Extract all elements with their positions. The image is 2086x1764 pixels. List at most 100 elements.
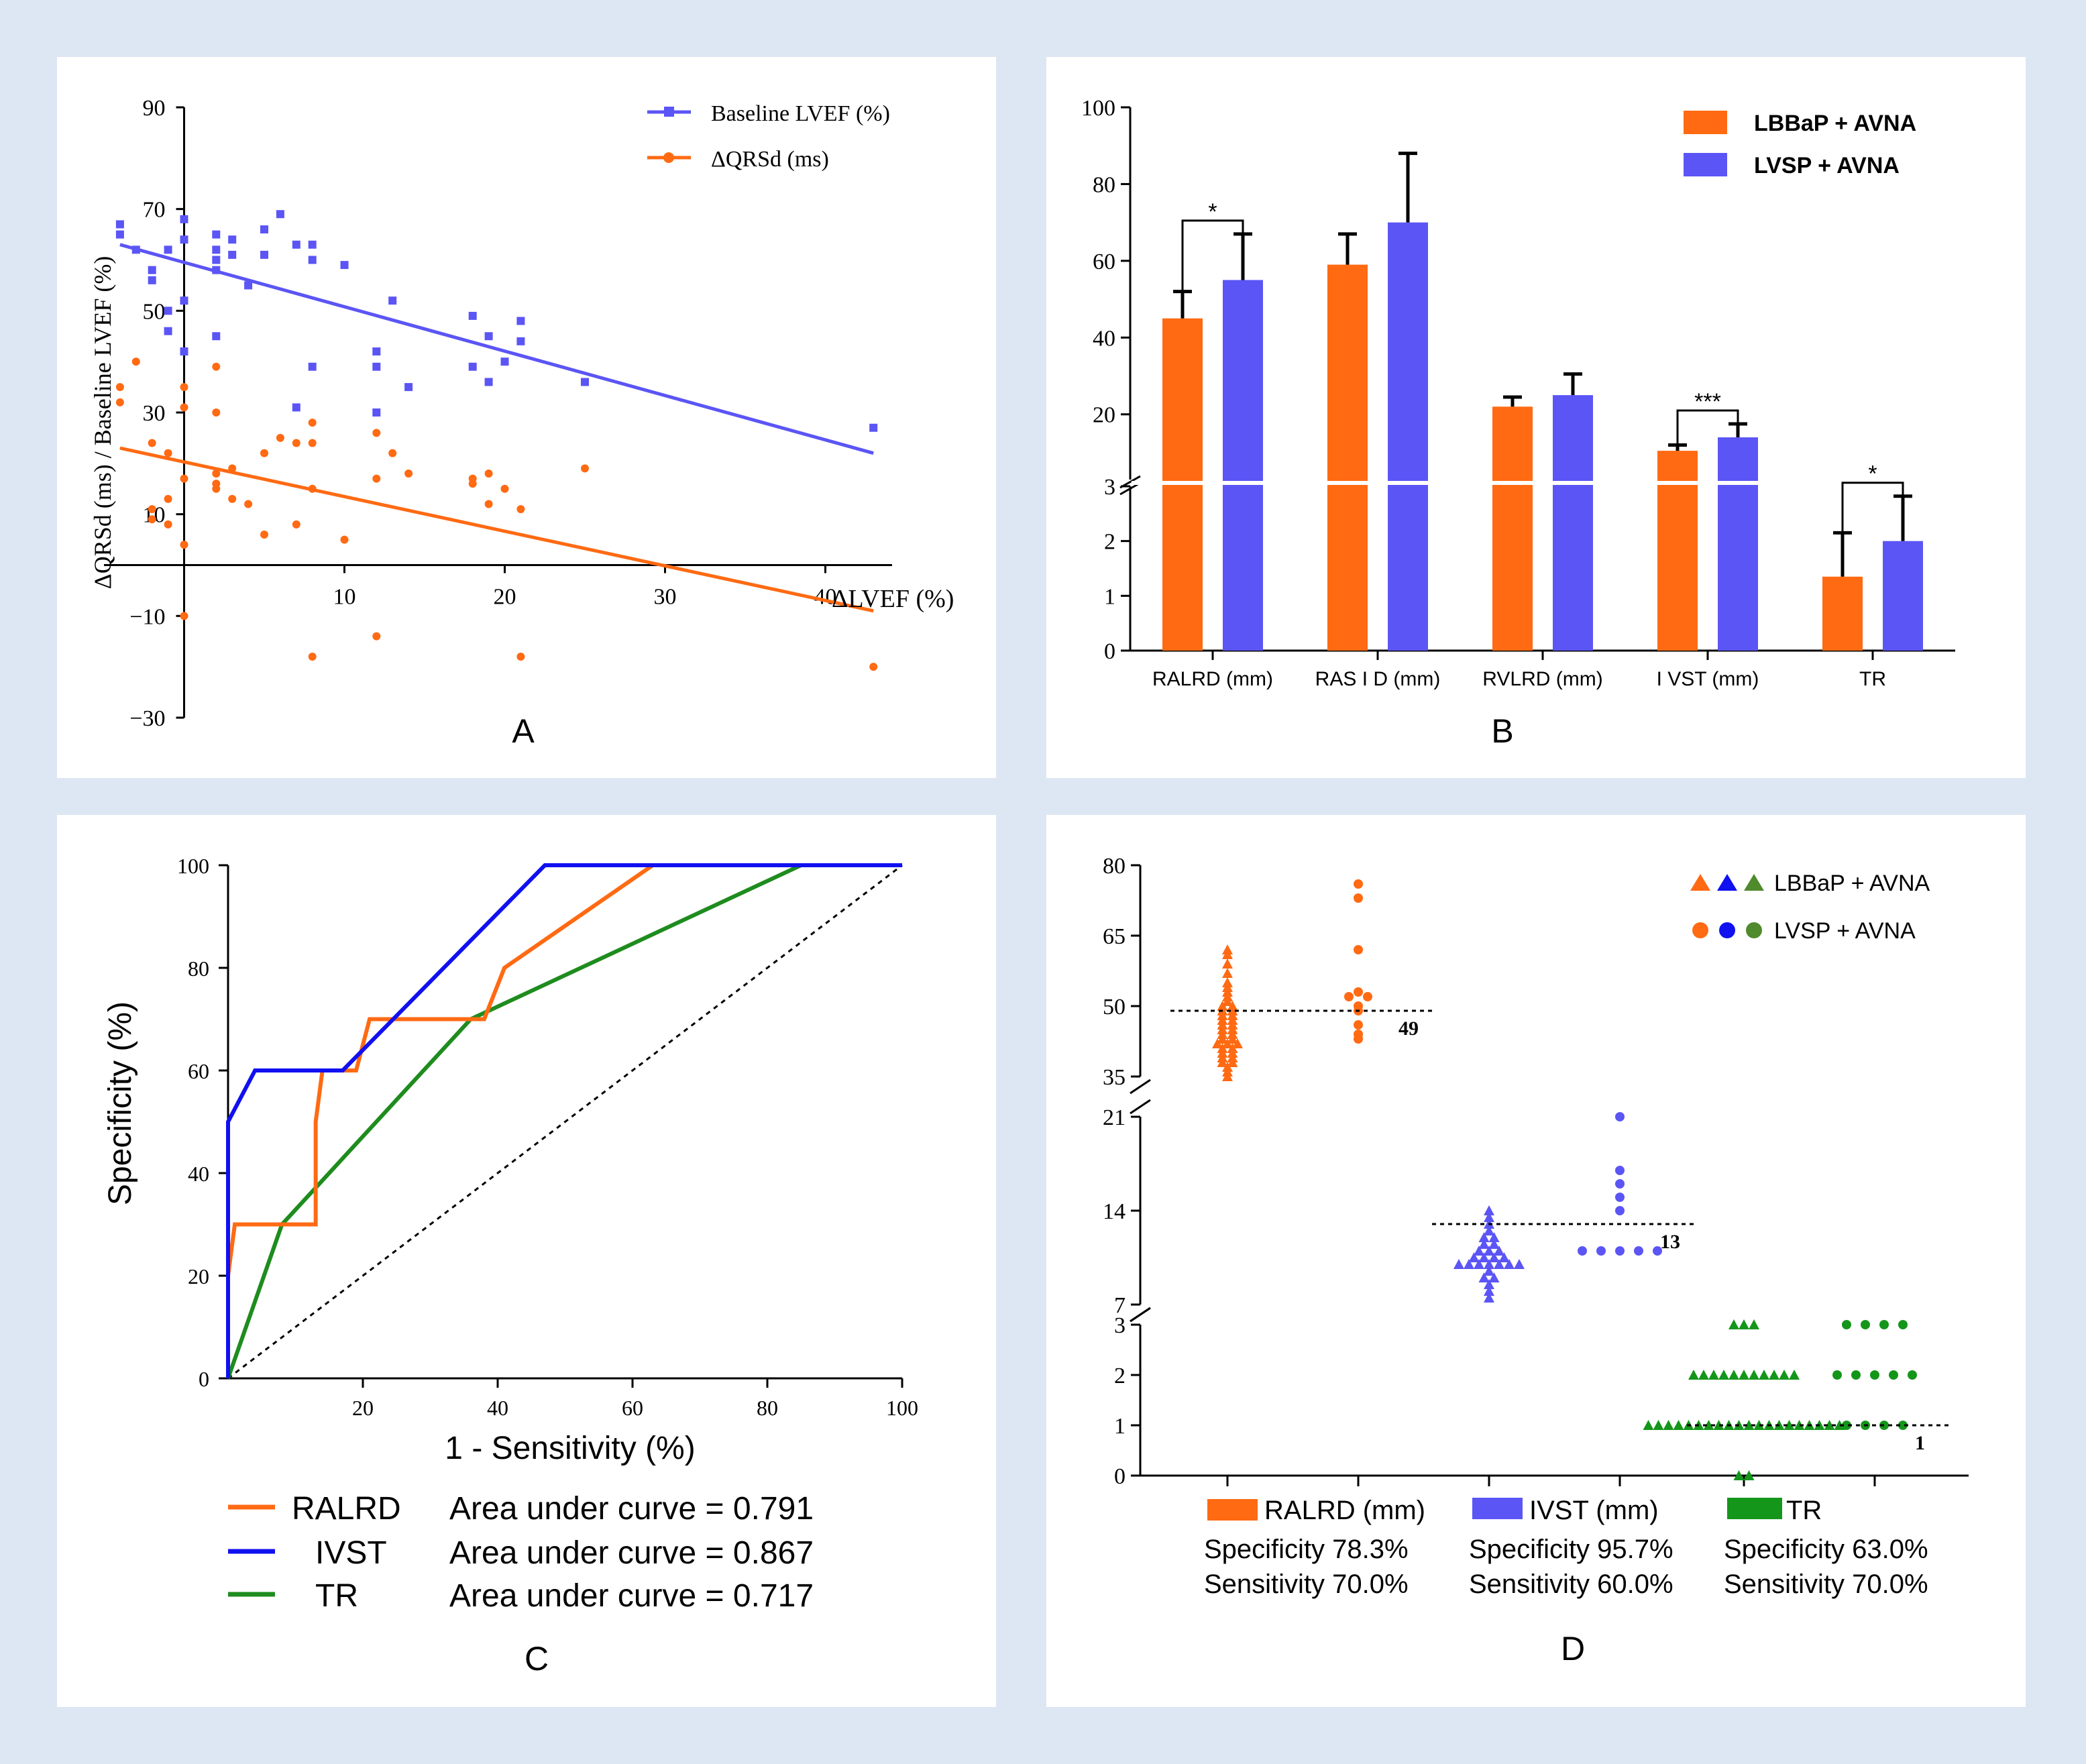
chart-d-ytick-label: 35 (1103, 1065, 1126, 1090)
chart-b-bar (1718, 437, 1758, 651)
chart-d-point-lbbap (1227, 1034, 1238, 1044)
chart-a-point-qrsd (869, 663, 878, 671)
chart-a-point-lvef (260, 250, 268, 259)
chart-c-ytick-label: 100 (177, 854, 209, 878)
chart-a-point-qrsd (180, 612, 188, 620)
panel-label-c: C (525, 1640, 549, 1677)
chart-d-point-lbbap (1673, 1420, 1684, 1430)
chart-a-point-lvef (468, 311, 477, 320)
chart-d-point-lbbap (1453, 1259, 1464, 1269)
chart-d-point-lvsp (1851, 1370, 1861, 1380)
chart-a-point-qrsd (308, 419, 317, 427)
chart-d-point-lbbap (1739, 1370, 1749, 1380)
chart-d-point-lvsp (1842, 1421, 1851, 1430)
chart-a-xtick-label: 10 (333, 585, 356, 610)
chart-a-point-qrsd (180, 474, 188, 483)
chart-d-point-lbbap (1217, 1057, 1228, 1067)
stats-d-spec-2: Specificity 95.7% (1469, 1535, 1673, 1564)
chart-c-xtick-label: 40 (487, 1396, 508, 1420)
panel-a: 90 70 50 30 10 −10 −30 10 20 30 40 Baseline LVEF (… (57, 57, 996, 778)
chart-a-point-lvef (484, 378, 493, 386)
chart-d-point-lbbap (1484, 1246, 1494, 1256)
chart-d-point-lbbap (1227, 1057, 1238, 1067)
chart-a-point-qrsd (292, 520, 300, 529)
chart-a-point-lvef (148, 266, 156, 274)
chart-d-point-lbbap (1728, 1319, 1739, 1329)
chart-c-ytick-label: 80 (188, 956, 209, 981)
chart-c-xlabel: 1 - Sensitivity (%) (445, 1431, 695, 1466)
chart-a-point-lvef (869, 423, 878, 432)
chart-b-ytick-label: 2 (1104, 530, 1115, 555)
chart-c-ytick-label: 0 (199, 1367, 209, 1391)
chart-a-point-qrsd (372, 632, 381, 641)
chart-d-point-lbbap (1484, 1266, 1494, 1276)
chart-b-xtick-label: TR (1859, 668, 1886, 690)
chart-d-cutoff-label: 13 (1660, 1231, 1680, 1253)
legend-d-item-1: LBBaP + AVNA (1774, 871, 1930, 896)
chart-b-ytick-label: 20 (1093, 403, 1115, 428)
chart-b-significance-label: * (1208, 199, 1217, 225)
chart-a-point-qrsd (516, 653, 525, 661)
chart-a-point-qrsd (500, 484, 509, 493)
chart-a-point-qrsd (180, 541, 188, 549)
chart-a-point-lvef (164, 327, 172, 335)
legend-d-item-2: LVSP + AVNA (1774, 918, 1916, 944)
chart-a-point-lvef (115, 230, 124, 239)
chart-b-bar (1327, 264, 1368, 651)
chart-d-point-lbbap (1488, 1239, 1500, 1249)
chart-a-point-lvef (292, 403, 300, 412)
chart-a-point-qrsd (340, 535, 349, 544)
chart-d-point-lbbap (1749, 1370, 1759, 1380)
chart-d-ytick-label: 21 (1103, 1105, 1126, 1130)
legend-b-item-2: LVSP + AVNA (1754, 153, 1900, 178)
chart-b-bar (1223, 280, 1263, 651)
chart-a-point-lvef (404, 383, 413, 392)
chart-a-point-lvef (581, 378, 589, 386)
chart-b-bar (1492, 406, 1533, 651)
legend-d: LBBaP + AVNA LVSP + AVNA (1690, 871, 1930, 944)
stats-d-sens-1: Sensitivity 70.0% (1204, 1569, 1409, 1599)
chart-d-point-lbbap (1743, 1470, 1755, 1480)
chart-d-point-lvsp (1842, 1320, 1851, 1329)
chart-d-point-lbbap (1794, 1420, 1805, 1430)
chart-c-reference-line (227, 864, 903, 1380)
chart-d-point-lbbap (1468, 1252, 1480, 1262)
legend-c-auc-3: Area under curve = 0.717 (449, 1578, 814, 1614)
chart-a-ytick-label: 50 (143, 299, 166, 324)
chart-d-point-lbbap (1713, 1420, 1724, 1430)
chart-b-xtick-label: RALRD (mm) (1152, 668, 1273, 690)
chart-d-point-lvsp (1354, 1020, 1363, 1030)
chart-a-point-lvef (164, 245, 172, 254)
chart-d-point-lbbap (1663, 1420, 1674, 1430)
chart-d-ytick-label: 80 (1103, 854, 1126, 879)
chart-d-ytick-label: 1 (1114, 1414, 1126, 1439)
chart-d-point-lvsp (1832, 1370, 1842, 1380)
chart-a-xtick-label: 20 (494, 585, 516, 610)
legend-b: LBBaP + AVNA LVSP + AVNA (1684, 111, 1916, 178)
chart-a-point-lvef (484, 332, 493, 341)
chart-b-ytick-label: 0 (1104, 639, 1115, 664)
chart-d-point-lbbap (1643, 1420, 1654, 1430)
chart-d-ytick-label: 14 (1103, 1199, 1126, 1224)
chart-d-point-lbbap (1484, 1279, 1494, 1289)
chart-d-point-lbbap (1474, 1246, 1484, 1256)
chart-a-point-lvef (180, 296, 188, 305)
chart-d-point-lbbap (1217, 1034, 1228, 1044)
chart-d-point-lvsp (1363, 992, 1372, 1001)
chart-a-point-qrsd (404, 470, 413, 478)
chart-d-point-lbbap (1222, 949, 1233, 959)
chart-d-point-lvsp (1578, 1246, 1587, 1256)
chart-c-roc-ivst (226, 863, 902, 1378)
stats-d: RALRD (mm) Specificity 78.3% Sensitivity… (1204, 1496, 1928, 1599)
chart-d-point-lvsp (1615, 1193, 1625, 1202)
chart-a-point-qrsd (148, 439, 156, 447)
legend-a-item-2: ΔQRSd (ms) (711, 147, 829, 172)
chart-b-significance-bracket (1181, 219, 1244, 290)
chart-d-point-lvsp (1615, 1206, 1625, 1215)
chart-d-point-lbbap (1212, 1038, 1223, 1048)
chart-d-point-lvsp (1615, 1112, 1625, 1121)
chart-d-point-lvsp (1898, 1320, 1908, 1329)
chart-a-point-qrsd (212, 362, 221, 371)
chart-d-axis-break (1130, 1099, 1151, 1115)
